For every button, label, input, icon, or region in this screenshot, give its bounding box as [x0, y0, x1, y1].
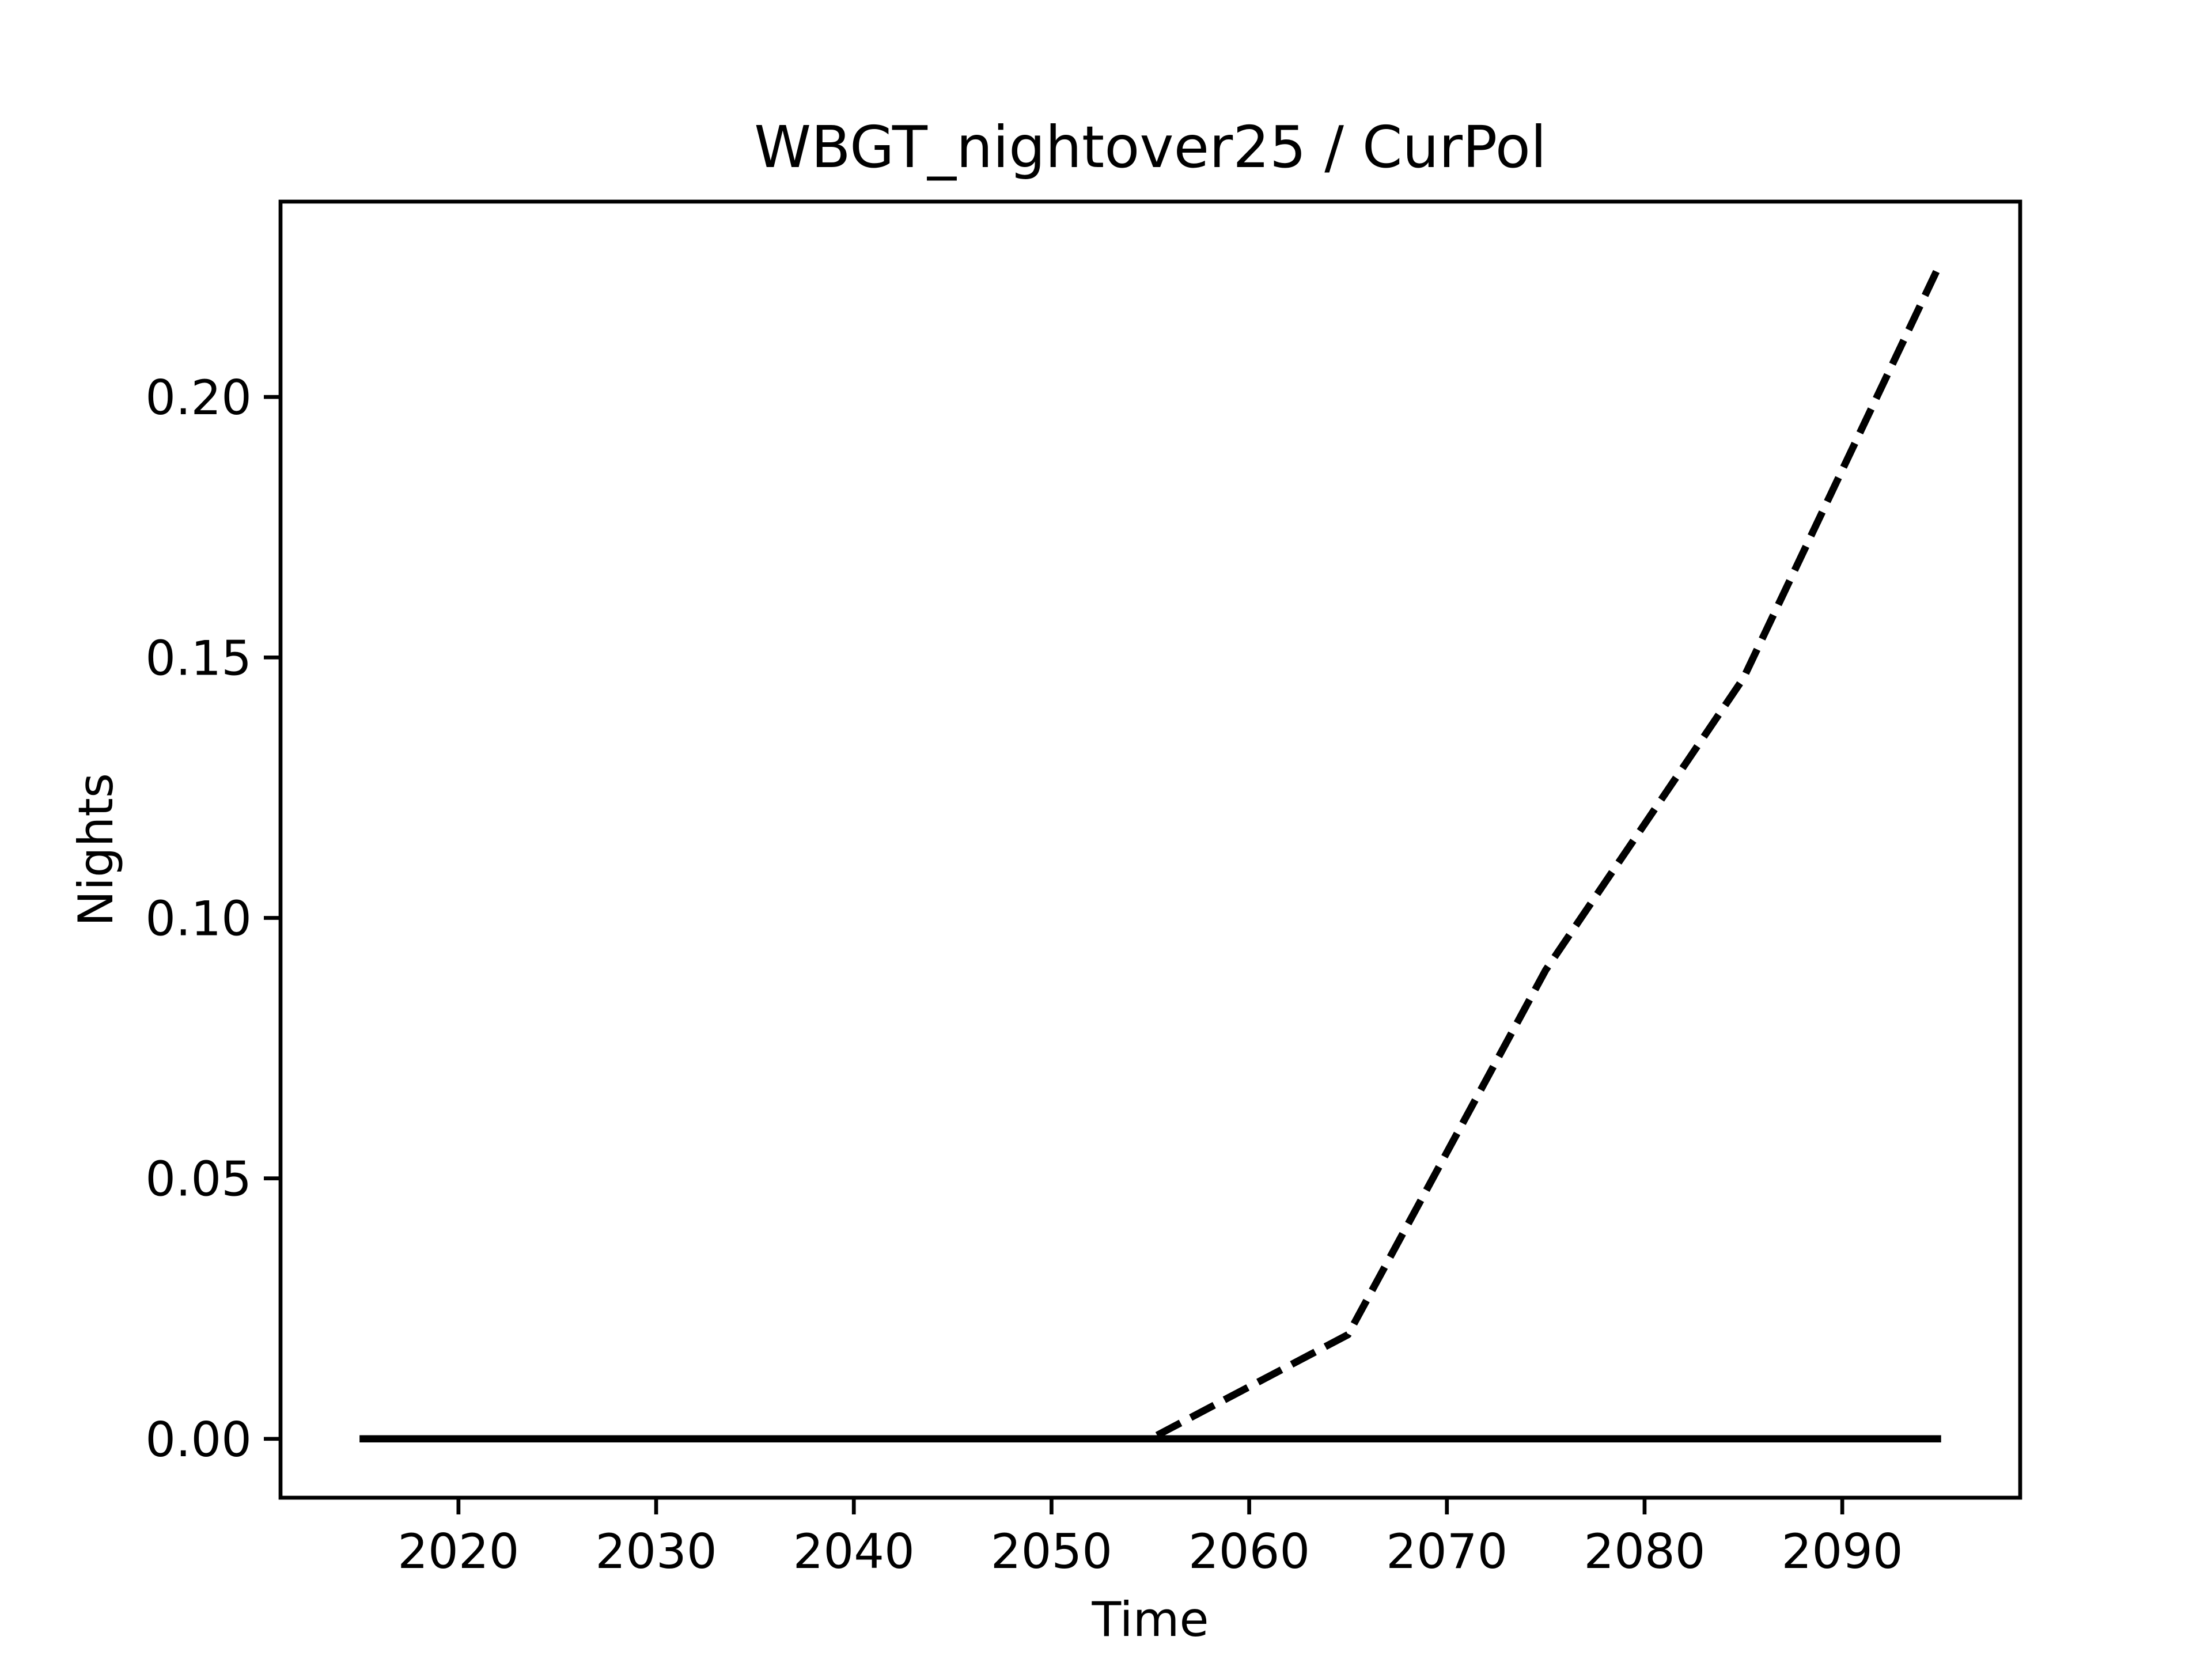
x-tick-label: 2020	[397, 1524, 519, 1580]
x-tick-label: 2090	[1782, 1524, 1903, 1580]
y-tick-label: 0.05	[145, 1152, 252, 1207]
x-tick-label: 2030	[595, 1524, 717, 1580]
chart-title: WBGT_nightover25 / CurPol	[754, 113, 1547, 181]
y-tick-label: 0.15	[145, 630, 252, 686]
x-tick-label: 2070	[1386, 1524, 1508, 1580]
x-tick-label: 2050	[991, 1524, 1112, 1580]
x-axis-label: Time	[1091, 1592, 1209, 1647]
y-axis-label: Nights	[68, 773, 124, 926]
plot-frame	[278, 199, 2022, 1500]
y-tick-label: 0.00	[145, 1412, 252, 1468]
x-tick-label: 2060	[1188, 1524, 1310, 1580]
y-tick-label: 0.10	[145, 891, 252, 946]
x-tick-label: 2040	[793, 1524, 915, 1580]
x-tick-label: 2080	[1584, 1524, 1705, 1580]
y-tick-label: 0.20	[145, 370, 252, 426]
